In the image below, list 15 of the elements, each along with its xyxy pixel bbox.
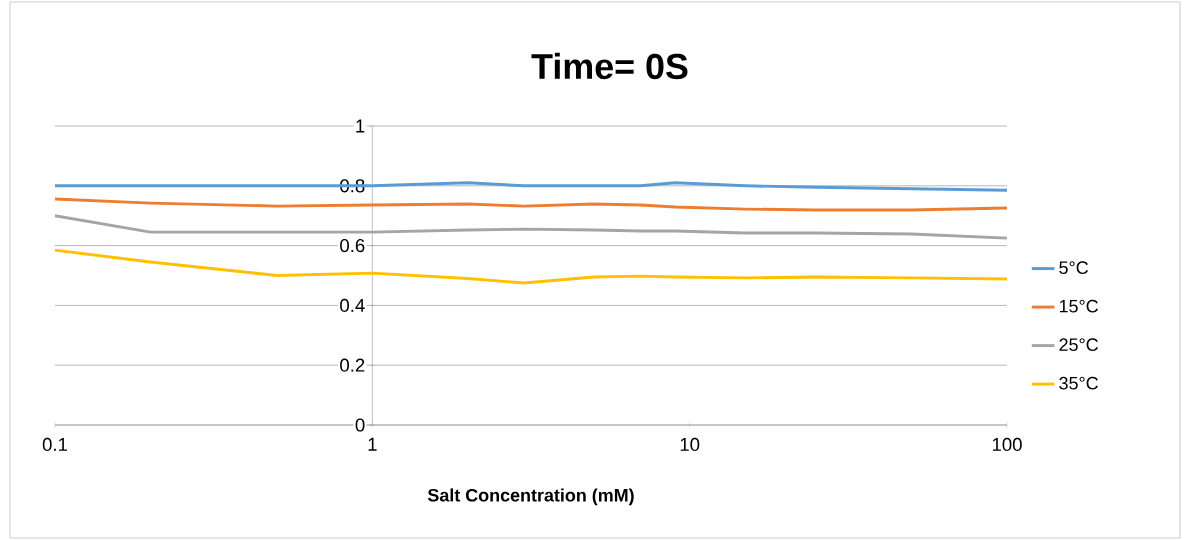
legend-label: 25°C xyxy=(1059,338,1098,352)
x-tick-label: 0.1 xyxy=(42,437,68,452)
x-tick-label: 10 xyxy=(680,437,700,452)
y-tick-label: 0.6 xyxy=(340,239,365,253)
y-tick-label: 1 xyxy=(356,119,365,133)
chart-title: Time= 0S xyxy=(531,52,688,80)
x-axis-title: Salt Concentration (mM) xyxy=(427,488,634,506)
legend-label: 35°C xyxy=(1059,376,1098,390)
y-tick-label: 0.2 xyxy=(340,358,365,372)
legend-label: 15°C xyxy=(1059,299,1098,313)
legend-label: 5°C xyxy=(1059,261,1088,275)
y-tick-label: 0 xyxy=(355,418,365,432)
x-tick-label: 1 xyxy=(368,437,377,451)
x-tick-label: 100 xyxy=(992,437,1022,452)
y-tick-label: 0.4 xyxy=(340,298,365,312)
